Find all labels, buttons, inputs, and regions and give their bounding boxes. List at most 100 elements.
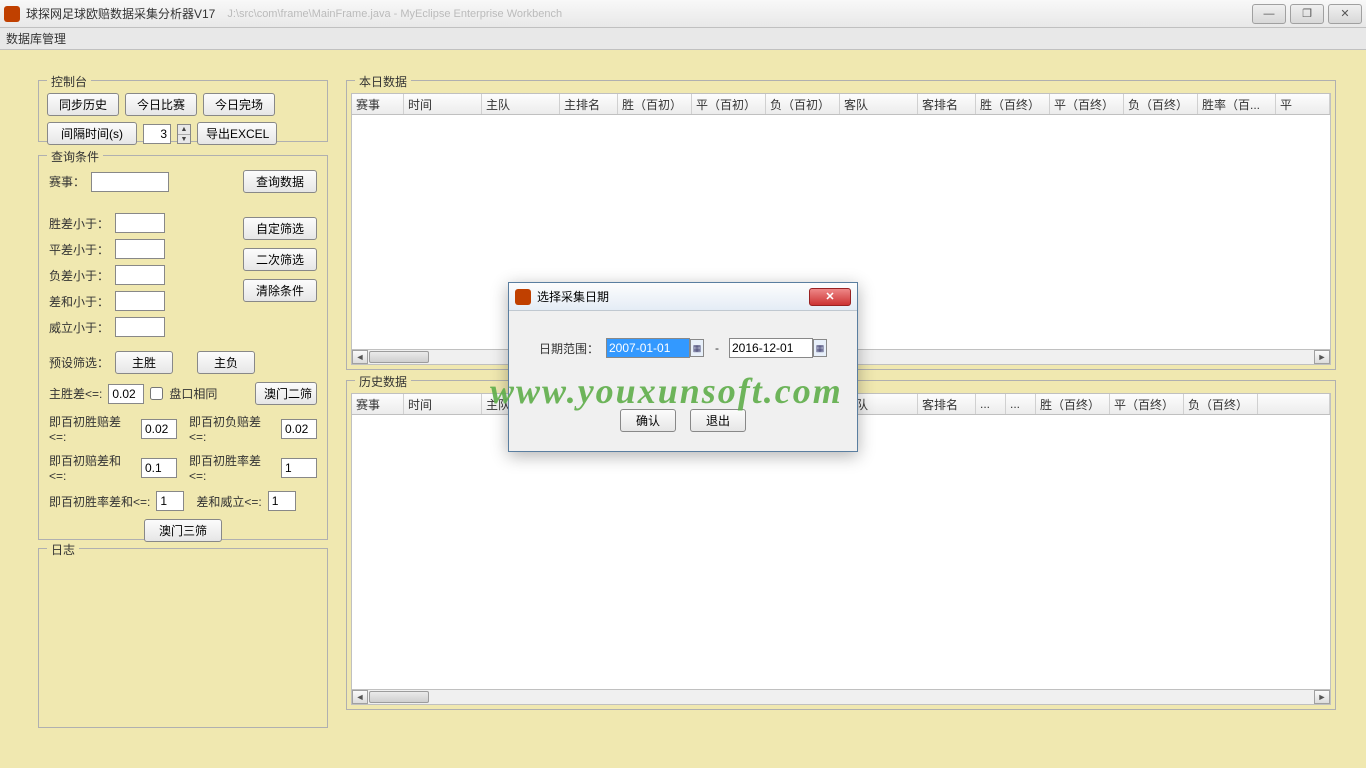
scroll-left-icon[interactable]: ◄ — [352, 350, 368, 364]
event-label: 赛事： — [49, 173, 85, 190]
b100-win-rate-input[interactable] — [281, 458, 317, 478]
date-range-label: 日期范围： — [539, 340, 599, 357]
win-lt-label: 胜差小于： — [49, 215, 109, 232]
log-panel: 日志 — [38, 548, 328, 728]
history-th-win-fin[interactable]: 胜（百终） — [1036, 394, 1110, 414]
scroll-left-icon[interactable]: ◄ — [352, 690, 368, 704]
control-panel: 控制台 同步历史 今日比赛 今日完场 间隔时间(s) ▲▼ 导出EXCEL — [38, 80, 328, 142]
preset-label: 预设筛选： — [49, 354, 109, 371]
wl-lt-label: 威立小于： — [49, 319, 109, 336]
home-lose-button[interactable]: 主负 — [197, 351, 255, 374]
dialog-title-text: 选择采集日期 — [537, 288, 609, 305]
history-th-lose-fin[interactable]: 负（百终） — [1184, 394, 1258, 414]
second-filter-button[interactable]: 二次筛选 — [243, 248, 317, 271]
history-th-draw-fin[interactable]: 平（百终） — [1110, 394, 1184, 414]
sum-lt-input[interactable] — [115, 291, 165, 311]
macau3-button[interactable]: 澳门三筛 — [144, 519, 222, 542]
history-th-away-rank[interactable]: 客排名 — [918, 394, 976, 414]
wl-lt-input[interactable] — [115, 317, 165, 337]
window-title: 球探网足球欧赔数据采集分析器V17 — [26, 5, 215, 22]
date-to-input[interactable] — [729, 338, 813, 358]
control-panel-title: 控制台 — [47, 73, 91, 90]
history-th-more[interactable] — [1258, 394, 1330, 414]
today-table-header: 赛事 时间 主队 主排名 胜（百初） 平（百初） 负（百初） 客队 客排名 胜（… — [351, 93, 1331, 115]
sum-lt-label: 差和小于： — [49, 293, 109, 310]
query-panel: 查询条件 赛事： 查询数据 胜差小于： 平差小于： 负差小于： 差和小于： 威立… — [38, 155, 328, 540]
history-th-time[interactable]: 时间 — [404, 394, 482, 414]
maximize-button[interactable]: ❐ — [1290, 4, 1324, 24]
date-from-input[interactable] — [606, 338, 690, 358]
today-th-away-rank[interactable]: 客排名 — [918, 94, 976, 114]
event-input[interactable] — [91, 172, 169, 192]
today-th-draw-fin[interactable]: 平（百终） — [1050, 94, 1124, 114]
same-handicap-label: 盘口相同 — [169, 385, 217, 402]
interval-label: 间隔时间(s) — [47, 122, 137, 145]
calendar-icon[interactable]: ▦ — [813, 339, 827, 357]
clear-filter-button[interactable]: 清除条件 — [243, 279, 317, 302]
dialog-ok-button[interactable]: 确认 — [620, 409, 676, 432]
history-th-9[interactable]: ... — [976, 394, 1006, 414]
dialog-titlebar: 选择采集日期 ✕ — [509, 283, 857, 311]
sum-wl-input[interactable] — [268, 491, 296, 511]
close-button[interactable]: ✕ — [1328, 4, 1362, 24]
today-th-lose-init[interactable]: 负（百初） — [766, 94, 840, 114]
win-lt-input[interactable] — [115, 213, 165, 233]
history-th-10[interactable]: ... — [1006, 394, 1036, 414]
today-th-win-init[interactable]: 胜（百初） — [618, 94, 692, 114]
menu-database[interactable]: 数据库管理 — [6, 30, 66, 47]
query-button[interactable]: 查询数据 — [243, 170, 317, 193]
today-th-win-rate[interactable]: 胜率（百... — [1198, 94, 1276, 114]
b100-lose-label: 即百初负赔差<=: — [189, 413, 275, 444]
menubar: 数据库管理 — [0, 28, 1366, 50]
today-th-away[interactable]: 客队 — [840, 94, 918, 114]
today-match-button[interactable]: 今日比赛 — [125, 93, 197, 116]
history-th-event[interactable]: 赛事 — [352, 394, 404, 414]
b100-win-input[interactable] — [141, 419, 177, 439]
scroll-right-icon[interactable]: ► — [1314, 350, 1330, 364]
lose-lt-label: 负差小于： — [49, 267, 109, 284]
today-done-button[interactable]: 今日完场 — [203, 93, 275, 116]
lose-lt-input[interactable] — [115, 265, 165, 285]
log-panel-title: 日志 — [47, 541, 79, 558]
scroll-thumb[interactable] — [369, 691, 429, 703]
dialog-app-icon — [515, 289, 531, 305]
dialog-close-button[interactable]: ✕ — [809, 288, 851, 306]
home-win-button[interactable]: 主胜 — [115, 351, 173, 374]
today-th-home-rank[interactable]: 主排名 — [560, 94, 618, 114]
calendar-icon[interactable]: ▦ — [690, 339, 704, 357]
export-excel-button[interactable]: 导出EXCEL — [197, 122, 277, 145]
home-win-diff-label: 主胜差<=: — [49, 385, 102, 402]
app-icon — [4, 6, 20, 22]
b100-win-sum-label: 即百初赔差和<=: — [49, 452, 135, 483]
today-th-more[interactable]: 平 — [1276, 94, 1330, 114]
history-hscrollbar[interactable]: ◄ ► — [351, 689, 1331, 705]
draw-lt-label: 平差小于： — [49, 241, 109, 258]
same-handicap-checkbox[interactable] — [150, 387, 163, 400]
today-th-lose-fin[interactable]: 负（百终） — [1124, 94, 1198, 114]
scroll-right-icon[interactable]: ► — [1314, 690, 1330, 704]
today-th-home[interactable]: 主队 — [482, 94, 560, 114]
custom-filter-button[interactable]: 自定筛选 — [243, 217, 317, 240]
b100-win-label: 即百初胜赔差<=: — [49, 413, 135, 444]
today-data-title: 本日数据 — [355, 73, 411, 90]
b100-rate-sum-label: 即百初胜率差和<=: — [49, 493, 150, 510]
macau2-button[interactable]: 澳门二筛 — [255, 382, 317, 405]
today-th-time[interactable]: 时间 — [404, 94, 482, 114]
scroll-thumb[interactable] — [369, 351, 429, 363]
draw-lt-input[interactable] — [115, 239, 165, 259]
dialog-cancel-button[interactable]: 退出 — [690, 409, 746, 432]
b100-rate-sum-input[interactable] — [156, 491, 184, 511]
b100-win-rate-label: 即百初胜率差<=: — [189, 452, 275, 483]
interval-spinner[interactable]: ▲▼ — [177, 124, 191, 144]
b100-win-sum-input[interactable] — [141, 458, 177, 478]
today-th-win-fin[interactable]: 胜（百终） — [976, 94, 1050, 114]
today-th-event[interactable]: 赛事 — [352, 94, 404, 114]
interval-input[interactable] — [143, 124, 171, 144]
b100-lose-input[interactable] — [281, 419, 317, 439]
minimize-button[interactable]: — — [1252, 4, 1286, 24]
today-th-draw-init[interactable]: 平（百初） — [692, 94, 766, 114]
window-subtitle: J:\src\com\frame\MainFrame.java - MyEcli… — [227, 8, 562, 20]
sum-wl-label: 差和威立<=: — [196, 493, 261, 510]
home-win-diff-input[interactable] — [108, 384, 144, 404]
sync-history-button[interactable]: 同步历史 — [47, 93, 119, 116]
